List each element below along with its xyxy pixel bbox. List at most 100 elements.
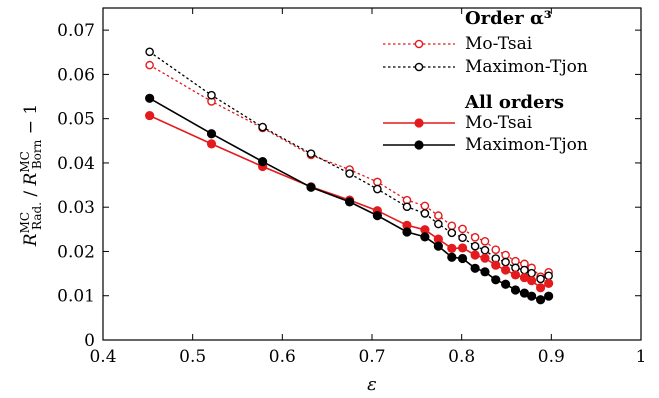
series-3-point-3 — [306, 182, 316, 192]
series-0-point-9 — [447, 221, 457, 231]
series-2-point-6 — [402, 220, 412, 230]
y-tick-label-4: 0.04 — [57, 154, 95, 174]
series-2-point-12 — [480, 253, 490, 263]
x-tick-label-1: 0.5 — [179, 347, 206, 367]
series-2-point-18 — [535, 283, 546, 293]
series-0-point-10 — [458, 224, 467, 234]
series-1-point-3 — [306, 149, 316, 158]
series-1-point-12 — [480, 245, 490, 255]
x-tick-label-2: 0.6 — [269, 347, 296, 367]
series-1-point-8 — [434, 219, 443, 229]
series-2-point-0 — [145, 110, 155, 121]
legend-label-1: Maximon-Tjon — [465, 57, 588, 77]
series-0-point-12 — [480, 236, 490, 246]
series-3-point-8 — [433, 241, 443, 251]
series-0-line — [149, 64, 549, 278]
series-1 — [145, 47, 553, 284]
series-2-point-11 — [470, 250, 480, 260]
series-0-point-0 — [145, 60, 154, 70]
series-2-point-15 — [510, 270, 521, 280]
y-axis-label-group: RMCRad. / RMCBorn − 1 — [18, 104, 44, 247]
series-3-point-4 — [344, 197, 355, 207]
series-3-point-19 — [544, 291, 554, 301]
series-1-point-7 — [420, 209, 430, 218]
series-3-point-14 — [501, 279, 511, 289]
y-tick-label-1: 0.01 — [57, 287, 95, 307]
series-3-point-7 — [420, 232, 430, 242]
series-0-point-8 — [434, 211, 443, 220]
series-3-point-6 — [402, 227, 412, 237]
series-3-point-9 — [447, 252, 457, 262]
series-1-point-9 — [447, 228, 457, 238]
legend-marker-0 — [414, 39, 424, 49]
series-1-point-18 — [536, 274, 545, 284]
y-tick-label-0: 0 — [84, 331, 95, 351]
series-1-point-11 — [470, 241, 480, 251]
series-0-point-13 — [491, 245, 501, 254]
series-3-point-17 — [527, 291, 537, 301]
y-tick-label-3: 0.03 — [57, 198, 95, 218]
y-axis-label: RMCRad. / RMCBorn − 1 — [18, 104, 44, 247]
series-layer — [145, 47, 554, 305]
series-3-point-12 — [480, 267, 490, 277]
legend-label-3: Maximon-Tjon — [465, 135, 588, 155]
legend-heading-order: Order α³ — [465, 8, 552, 29]
x-axis-label: ε — [367, 374, 377, 395]
y-tick-label-7: 0.07 — [57, 21, 95, 41]
legend-label-0: Mo-Tsai — [465, 34, 533, 54]
series-2-point-8 — [433, 234, 443, 244]
legend-marker-2 — [414, 118, 424, 128]
series-3 — [145, 93, 554, 305]
series-2-point-10 — [457, 243, 468, 253]
series-1-point-2 — [258, 122, 267, 132]
series-1-point-10 — [458, 233, 467, 243]
series-2-point-1 — [206, 139, 217, 149]
legend-heading-all-orders: All orders — [464, 92, 564, 113]
x-tick-label-0: 0.4 — [89, 347, 116, 367]
series-1-point-19 — [544, 271, 553, 281]
series-2-point-14 — [501, 265, 511, 275]
x-tick-label-4: 0.8 — [448, 347, 475, 367]
series-3-point-0 — [145, 93, 155, 103]
legend-marker-3 — [414, 140, 424, 150]
series-3-point-1 — [206, 129, 217, 139]
series-0-point-5 — [373, 177, 382, 187]
series-2-point-7 — [420, 225, 430, 235]
series-0-point-7 — [420, 201, 430, 211]
series-1-point-6 — [402, 202, 412, 212]
axis-tick-labels: 0.4 0.5 0.6 0.7 0.8 0.9 1 0 0.01 0.02 0.03 0.04 0.05… — [57, 21, 646, 367]
series-1-point-5 — [373, 184, 382, 194]
series-1-point-17 — [527, 268, 536, 278]
x-tick-label-5: 0.9 — [538, 347, 565, 367]
series-3-point-13 — [491, 275, 501, 285]
series-2-point-19 — [544, 278, 554, 288]
series-1-point-4 — [345, 169, 354, 178]
series-3-point-10 — [457, 253, 468, 264]
y-tick-label-6: 0.06 — [57, 65, 95, 85]
series-3-point-5 — [372, 211, 382, 221]
series-3-point-2 — [258, 157, 268, 167]
series-3-point-16 — [519, 288, 530, 298]
series-2-point-16 — [519, 272, 530, 283]
series-0-point-11 — [470, 233, 480, 242]
x-tick-label-6: 1 — [636, 347, 647, 367]
series-2-point-17 — [527, 276, 537, 286]
series-3-point-15 — [510, 285, 521, 295]
y-tick-label-2: 0.02 — [57, 242, 95, 262]
series-2-point-13 — [491, 260, 501, 270]
series-1-point-14 — [501, 257, 510, 267]
y-tick-label-5: 0.05 — [57, 110, 95, 130]
legend-marker-1 — [414, 62, 424, 72]
series-0-point-14 — [501, 250, 510, 260]
x-tick-label-3: 0.7 — [358, 347, 385, 367]
series-1-point-1 — [207, 90, 216, 100]
series-1-point-16 — [520, 265, 529, 275]
axis-ticks — [102, 8, 642, 341]
legend-label-2: Mo-Tsai — [465, 113, 533, 133]
series-1-point-0 — [145, 47, 154, 57]
series-2-point-9 — [447, 243, 457, 253]
series-3-point-11 — [470, 263, 480, 273]
series-3-point-18 — [535, 295, 546, 305]
